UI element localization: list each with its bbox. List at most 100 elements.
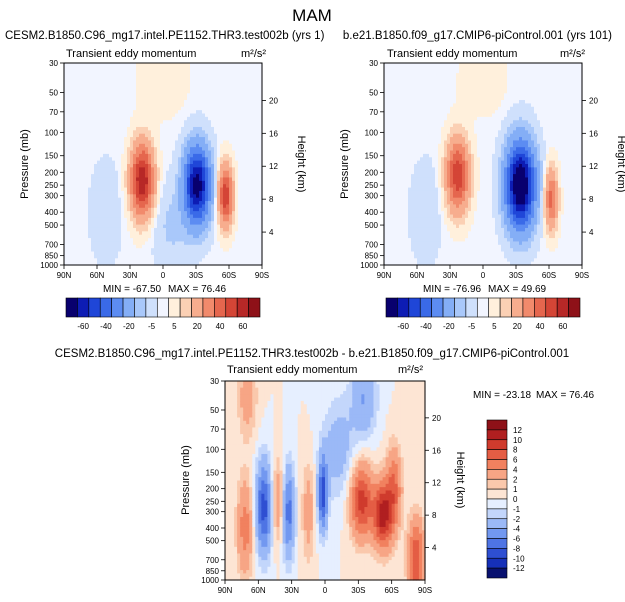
heat-cell — [229, 258, 233, 263]
colorbar-label: -40 — [100, 322, 112, 331]
heat-cell — [73, 157, 77, 162]
heat-cell — [238, 103, 242, 108]
heat-cell — [244, 150, 248, 155]
heat-cell — [118, 234, 122, 239]
heat-cell — [76, 100, 80, 104]
heat-cell — [181, 238, 185, 243]
heat-cell — [414, 160, 418, 165]
heat-cell — [109, 251, 113, 256]
heat-cell — [190, 143, 194, 148]
heat-cell — [420, 126, 424, 131]
heat-cell — [145, 201, 149, 205]
heat-cell — [109, 241, 113, 246]
heat-cell — [241, 89, 245, 94]
heat-cell — [157, 194, 161, 199]
heat-cell — [136, 130, 140, 135]
heat-cell — [139, 214, 143, 219]
heat-cell — [91, 177, 95, 182]
heat-cell — [241, 204, 245, 209]
heat-cell — [112, 211, 116, 216]
heat-cell — [67, 137, 71, 142]
heat-cell — [169, 93, 173, 98]
heat-cell — [154, 238, 158, 243]
heat-cell — [229, 63, 233, 67]
heat-cell — [417, 221, 421, 226]
heat-cell — [223, 110, 227, 115]
heat-cell — [82, 116, 86, 121]
heat-cell — [387, 207, 391, 212]
heat-cell — [76, 211, 80, 216]
heat-cell — [133, 130, 137, 135]
heat-cell — [390, 137, 394, 142]
heat-cell — [67, 201, 71, 205]
heat-cell — [247, 221, 251, 226]
heat-cell — [187, 69, 191, 74]
heat-cell — [127, 234, 131, 239]
heat-cell — [417, 73, 421, 78]
heat-cell — [88, 157, 92, 162]
heat-cell — [223, 79, 227, 84]
heat-cell — [127, 113, 131, 118]
heat-cell — [133, 126, 137, 131]
heat-cell — [178, 150, 182, 155]
heat-cell — [411, 234, 415, 239]
heat-cell — [112, 164, 116, 168]
heat-cell — [64, 103, 68, 108]
heat-cell — [70, 147, 74, 152]
heat-cell — [420, 110, 424, 115]
heat-cell — [417, 79, 421, 84]
heat-cell — [202, 231, 206, 236]
heat-cell — [253, 244, 257, 249]
heat-cell — [118, 116, 122, 121]
heat-cell — [70, 244, 74, 249]
heat-cell — [217, 258, 221, 263]
heat-cell — [202, 234, 206, 239]
heat-cell — [181, 211, 185, 216]
heat-cell — [226, 76, 230, 81]
heat-cell — [64, 164, 68, 168]
heat-cell — [196, 201, 200, 205]
heat-cell — [244, 160, 248, 165]
heat-cell — [136, 234, 140, 239]
heat-cell — [115, 130, 119, 135]
heat-cell — [408, 254, 412, 259]
heat-cell — [402, 241, 406, 246]
heat-cell — [91, 231, 95, 236]
heat-cell — [97, 214, 101, 219]
heat-cell — [420, 177, 424, 182]
heat-cell — [411, 110, 415, 115]
heat-cell — [172, 211, 176, 216]
heat-cell — [85, 150, 89, 155]
heat-cell — [88, 197, 92, 202]
heat-cell — [145, 137, 149, 142]
heat-cell — [196, 217, 200, 222]
heat-cell — [175, 76, 179, 81]
heat-cell — [238, 96, 242, 101]
heat-cell — [235, 251, 239, 256]
heat-cell — [157, 133, 161, 138]
heat-cell — [67, 63, 71, 67]
heat-cell — [390, 184, 394, 189]
heat-cell — [202, 167, 206, 172]
heat-cell — [118, 86, 122, 91]
heat-cell — [172, 224, 176, 229]
heat-cell — [91, 96, 95, 101]
heat-cell — [232, 93, 236, 98]
heat-cell — [181, 221, 185, 226]
heat-cell — [229, 251, 233, 256]
heat-cell — [235, 174, 239, 179]
heat-cell — [97, 103, 101, 108]
heat-cell — [82, 254, 86, 259]
heat-cell — [402, 116, 406, 121]
heat-cell — [169, 204, 173, 209]
heat-cell — [124, 211, 128, 216]
heat-cell — [79, 231, 83, 236]
heat-cell — [157, 217, 161, 222]
heat-cell — [396, 150, 400, 155]
heat-cell — [103, 147, 107, 152]
heat-cell — [420, 130, 424, 135]
heat-cell — [220, 164, 224, 168]
heat-cell — [244, 147, 248, 152]
heat-cell — [199, 190, 203, 195]
heat-cell — [166, 190, 170, 195]
